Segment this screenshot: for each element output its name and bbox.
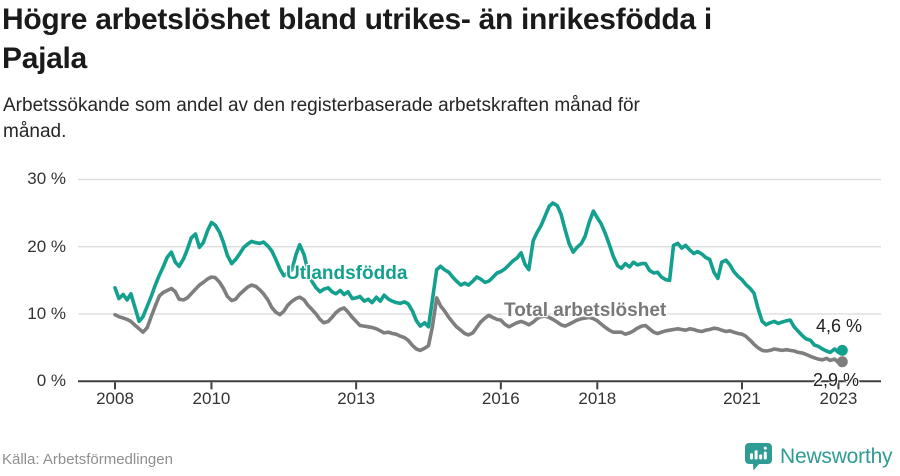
x-tick-label: 2023: [819, 389, 858, 408]
newsworthy-bar-chart-bubble-icon: [744, 442, 773, 476]
y-tick-label: 20 %: [27, 236, 66, 256]
newsworthy-logo: Newsworthy: [744, 442, 893, 476]
x-tick-label: 2010: [192, 389, 231, 408]
x-tick-label: 2008: [96, 389, 134, 408]
series-label-utlandsfodda: Utlandsfödda: [286, 263, 408, 284]
chart-subtitle: Arbetssökande som andel av den registerb…: [3, 93, 823, 145]
source-attribution: Källa: Arbetsförmedlingen: [2, 451, 173, 468]
newsworthy-wordmark: Newsworthy: [780, 445, 893, 468]
series-end-dot: [836, 356, 848, 368]
series-end-dot: [836, 344, 848, 356]
subtitle-line-2: månad.: [3, 121, 67, 142]
title-line-2: Pajala: [2, 42, 87, 75]
x-tick-label: 2021: [723, 389, 761, 408]
series-label-total-arbetsloshet: Total arbetslöshet: [504, 300, 667, 321]
series-line-total-arbetsl-shet: [113, 275, 845, 365]
end-value-label-total: 2,9 %: [813, 370, 860, 390]
x-tick-label: 2018: [578, 389, 617, 408]
y-tick-label: 10 %: [27, 304, 66, 324]
page-title: Högre arbetslöshet bland utrikes- än inr…: [2, 0, 862, 78]
x-tick-label: 2016: [481, 389, 520, 408]
y-tick-label: 0 %: [36, 371, 66, 391]
y-tick-label: 30 %: [27, 169, 66, 189]
title-line-1: Högre arbetslöshet bland utrikes- än inr…: [2, 3, 712, 36]
series-line-utlandsf-dda: [113, 201, 845, 355]
subtitle-line-1: Arbetssökande som andel av den registerb…: [3, 95, 640, 116]
end-value-label-utlandsfodda: 4,6 %: [816, 316, 863, 336]
x-tick-label: 2013: [337, 389, 376, 408]
